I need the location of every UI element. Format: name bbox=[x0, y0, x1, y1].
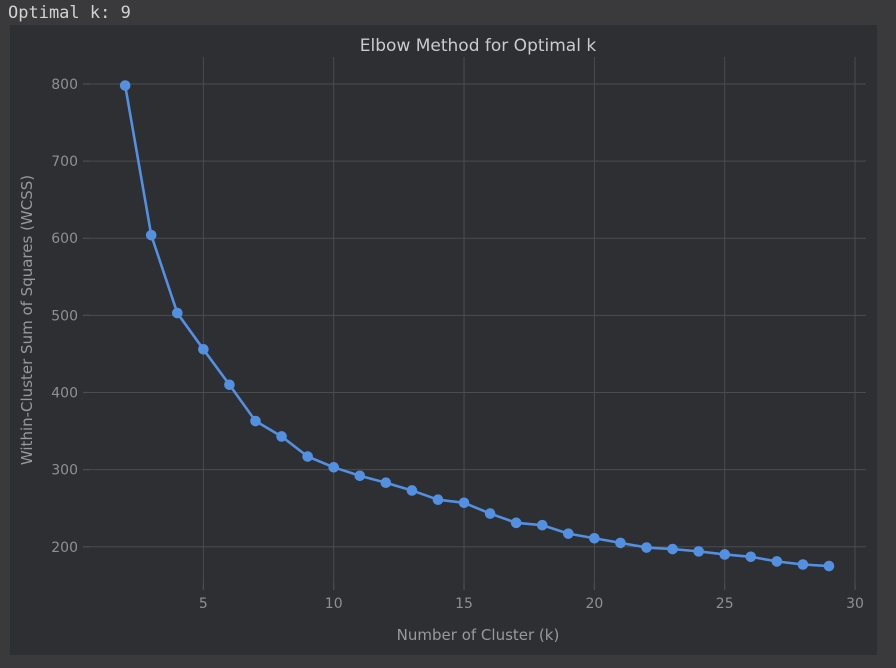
wcss-line-series bbox=[119, 80, 835, 572]
data-point-marker bbox=[172, 307, 183, 319]
x-tick-label: 20 bbox=[585, 596, 603, 612]
data-point-marker bbox=[563, 528, 574, 539]
data-point-marker bbox=[823, 560, 835, 572]
data-point-marker bbox=[198, 344, 209, 355]
elbow-chart: Elbow Method for Optimal k 5 10 15 20 25 30 20… bbox=[18, 36, 866, 644]
chart-title: Elbow Method for Optimal k bbox=[360, 36, 597, 56]
terminal-output-text: Optimal k: 9 bbox=[8, 3, 131, 23]
data-point-marker bbox=[406, 485, 418, 496]
data-point-marker bbox=[224, 379, 235, 391]
y-tick-label: 500 bbox=[51, 308, 78, 324]
y-axis-label: Within-Cluster Sum of Squares (WCSS) bbox=[18, 175, 36, 465]
y-tick-label: 600 bbox=[51, 231, 78, 247]
tick-labels: 5 10 15 20 25 30 200 300 400 500 600 700 800 bbox=[51, 77, 864, 612]
data-point-marker bbox=[745, 551, 757, 563]
y-tick-label: 800 bbox=[51, 77, 78, 93]
data-point-marker bbox=[119, 80, 131, 91]
data-point-marker bbox=[615, 537, 626, 549]
x-tick-label: 15 bbox=[455, 596, 473, 612]
data-point-marker bbox=[719, 549, 731, 560]
x-tick-label: 25 bbox=[716, 596, 734, 612]
data-point-marker bbox=[536, 519, 548, 531]
data-point-marker bbox=[693, 546, 704, 557]
data-point-marker bbox=[589, 532, 600, 544]
data-point-marker bbox=[771, 556, 783, 567]
x-tick-label: 10 bbox=[325, 596, 343, 612]
y-tick-label: 300 bbox=[51, 463, 78, 479]
data-point-marker bbox=[432, 494, 444, 506]
data-point-marker bbox=[458, 497, 470, 509]
y-tick-label: 400 bbox=[51, 385, 78, 401]
data-point-marker bbox=[484, 508, 496, 519]
data-point-marker bbox=[667, 543, 678, 555]
axis-ticks bbox=[83, 83, 856, 590]
data-point-marker bbox=[302, 451, 313, 462]
data-point-marker bbox=[354, 470, 366, 482]
series-line bbox=[123, 84, 831, 568]
data-point-marker bbox=[250, 415, 261, 427]
data-point-marker bbox=[276, 431, 287, 442]
matplotlib-figure: Elbow Method for Optimal k 5 10 15 20 25 30 20… bbox=[10, 25, 877, 655]
data-point-marker bbox=[510, 517, 522, 529]
gridlines bbox=[90, 57, 866, 583]
x-axis-label: Number of Cluster (k) bbox=[397, 626, 560, 644]
data-point-marker bbox=[328, 462, 340, 473]
data-point-marker bbox=[145, 229, 157, 241]
x-tick-label: 5 bbox=[199, 596, 208, 612]
y-tick-label: 200 bbox=[51, 540, 78, 556]
data-point-marker bbox=[380, 477, 392, 489]
x-tick-label: 30 bbox=[846, 596, 864, 612]
y-tick-label: 700 bbox=[51, 154, 78, 170]
data-point-marker bbox=[641, 542, 652, 553]
data-point-marker bbox=[797, 559, 809, 570]
